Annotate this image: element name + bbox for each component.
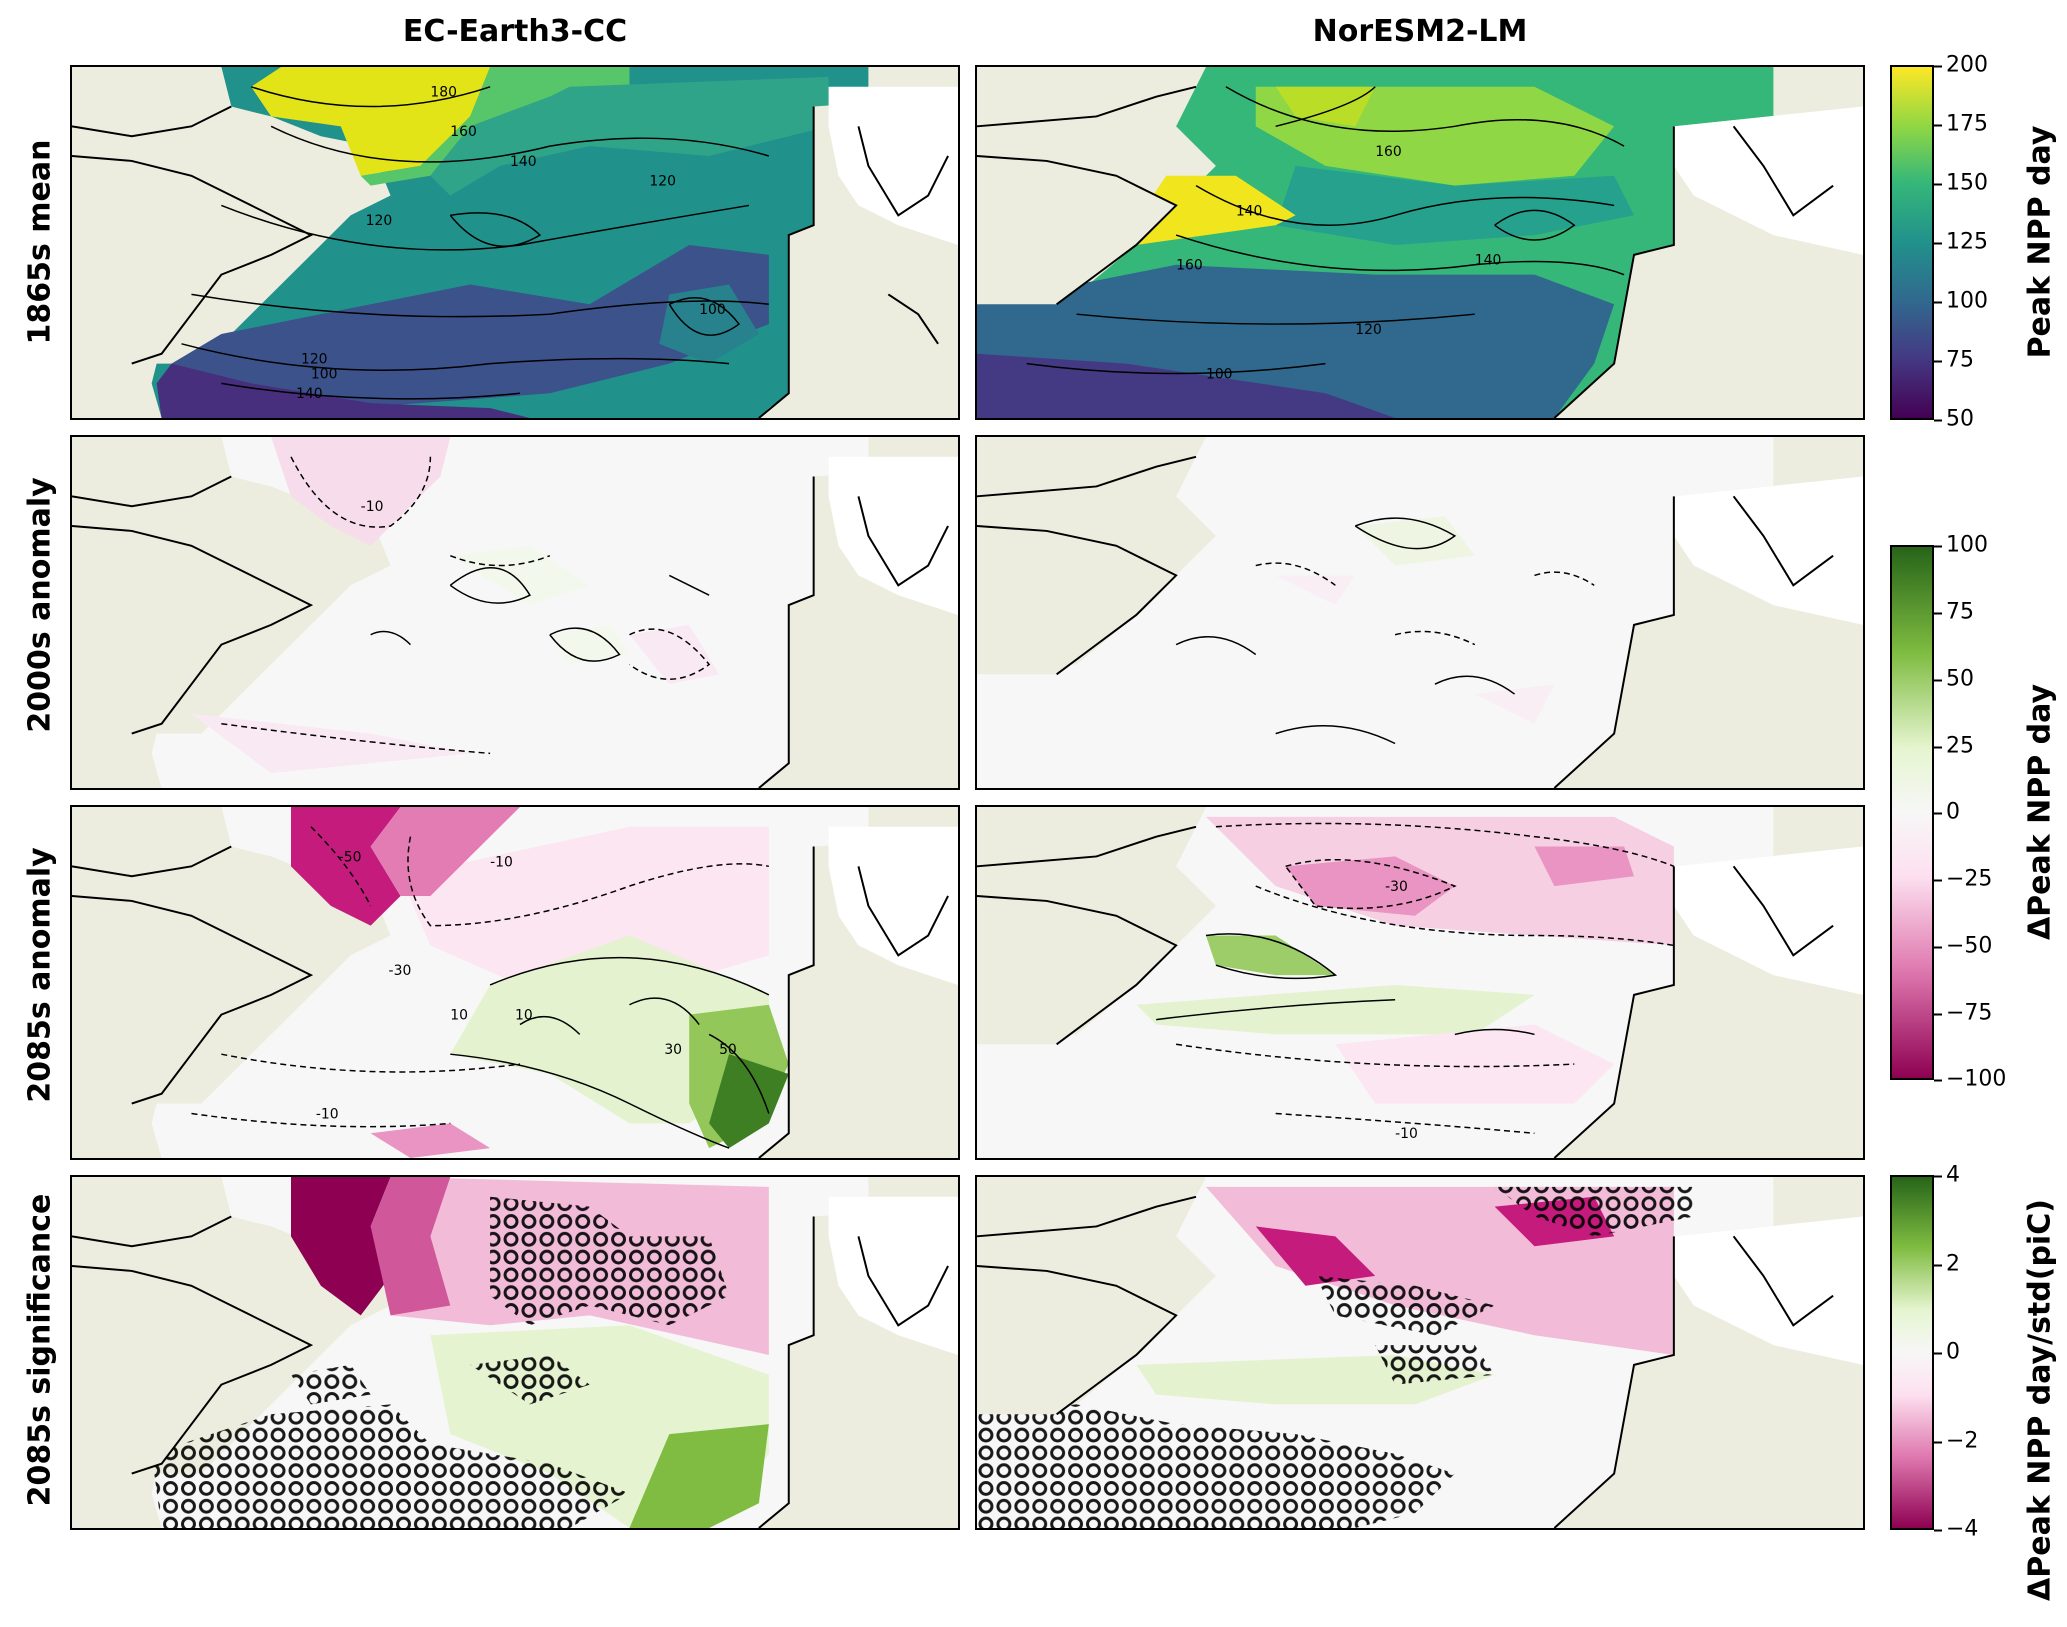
contour-label: 140: [510, 154, 537, 170]
colorbar-mean-label: Peak NPP day: [2022, 125, 2058, 359]
contour-label: 180: [430, 85, 457, 101]
colorbar-significance-tick: 4: [1934, 1162, 1960, 1188]
map-noresm-2000s-anomaly: [975, 435, 1865, 790]
colorbar-anomaly-tick: 0: [1934, 799, 1960, 825]
colorbar-anomaly-tick: 50: [1934, 666, 1974, 692]
row-label-2085s-significance: 2085s significance: [22, 1193, 58, 1507]
map-ec-earth-2000s-anomaly: -10: [70, 435, 960, 790]
map-ec-earth-2085s-anomaly: -50 -10 -30 10 10 30 50 -10: [70, 805, 960, 1160]
column-title-ec-earth: EC-Earth3-CC: [402, 14, 628, 49]
contour-label: -10: [1395, 1126, 1418, 1142]
colorbar-anomaly-tick: 25: [1934, 733, 1974, 759]
contour-label: 10: [450, 1008, 468, 1024]
colorbar-significance-tick: 0: [1934, 1339, 1960, 1365]
contour-label: 100: [1206, 366, 1233, 382]
field-green-band: [360, 67, 630, 186]
field-yellow-tongue: [1136, 175, 1296, 245]
contour-label: 10: [515, 1008, 533, 1024]
contour-label: 100: [699, 302, 726, 318]
colorbar-significance: [1890, 1175, 1934, 1530]
colorbar-anomaly-label: ΔPeak NPP day: [2022, 683, 2058, 941]
map-ec-earth-2085s-significance: [70, 1175, 960, 1530]
contour-label: 120: [366, 213, 393, 229]
land-north-america: [72, 155, 311, 364]
column-title-noresm: NorESM2-LM: [1312, 14, 1528, 49]
row-label-2000s-anomaly: 2000s anomaly: [22, 477, 58, 733]
field-yellow-north: [251, 67, 491, 176]
field-yellow-patch: [1275, 86, 1376, 127]
contour-label: 160: [450, 124, 477, 140]
contour-label: -10: [361, 499, 384, 515]
colorbar-anomaly-tick: −50: [1933, 933, 1993, 959]
colorbar-significance-tick: −2: [1933, 1428, 1979, 1454]
map-noresm-1865s-mean: 160 140 160 140 120 100: [975, 65, 1865, 420]
ocean-mask-ireland: [828, 86, 958, 245]
contour-label: 120: [649, 174, 676, 190]
colorbar-anomaly-tick: −100: [1933, 1066, 2007, 1092]
row-label-1865s-mean: 1865s mean: [22, 139, 58, 345]
contour-label: 120: [301, 352, 328, 368]
colorbar-mean-tick: 200: [1934, 52, 1988, 78]
field-light-teal: [430, 76, 829, 196]
colorbar-mean-tick: 75: [1934, 347, 1974, 373]
field-teal-band: [1275, 165, 1635, 245]
map-ec-earth-1865s-mean: 180 160 140 120 120 100 100 120 140: [70, 65, 960, 420]
colorbar-anomaly-tick: 100: [1934, 532, 1988, 558]
colorbar-anomaly-tick: −75: [1933, 1000, 1993, 1026]
map-noresm-2085s-anomaly: -30 -10: [975, 805, 1865, 1160]
colorbar-significance-tick: 2: [1934, 1251, 1960, 1277]
colorbar-anomaly: [1890, 545, 1934, 1080]
map-noresm-2085s-significance: [975, 1175, 1865, 1530]
colorbar-mean-tick: 150: [1934, 170, 1988, 196]
row-label-2085s-anomaly: 2085s anomaly: [22, 847, 58, 1103]
contour-label: -30: [389, 963, 412, 979]
contour-label: 140: [296, 386, 323, 402]
field-purple-south: [156, 363, 530, 418]
colorbar-significance-label: ΔPeak NPP day/std(piC): [2022, 1199, 2058, 1601]
contour-label: 140: [1475, 253, 1502, 269]
colorbar-anomaly-tick: 75: [1934, 599, 1974, 625]
field-teal-mid: [659, 284, 759, 364]
colorbar-mean-tick: 50: [1934, 406, 1974, 432]
contour-label: -30: [1385, 879, 1408, 895]
colorbar-mean: [1890, 65, 1934, 420]
field-blue-band: [171, 244, 769, 414]
colorbar-mean-tick: 125: [1934, 229, 1988, 255]
contour-label: 160: [1176, 258, 1203, 274]
contour-label: -10: [490, 854, 513, 870]
contour-label: 160: [1375, 144, 1402, 160]
contour-label: 30: [664, 1042, 682, 1058]
colorbar-mean-tick: 100: [1934, 288, 1988, 314]
contour-label: 120: [1355, 322, 1382, 338]
contour-label: -10: [316, 1106, 339, 1122]
contour-label: 50: [719, 1042, 737, 1058]
colorbar-mean-tick: 175: [1934, 111, 1988, 137]
contour-label: 100: [311, 366, 338, 382]
colorbar-significance-tick: −4: [1933, 1516, 1979, 1542]
land-greenland: [72, 67, 232, 137]
contour-label: -50: [339, 849, 362, 865]
colorbar-anomaly-tick: −25: [1933, 866, 1993, 892]
contour-label: 140: [1236, 203, 1263, 219]
